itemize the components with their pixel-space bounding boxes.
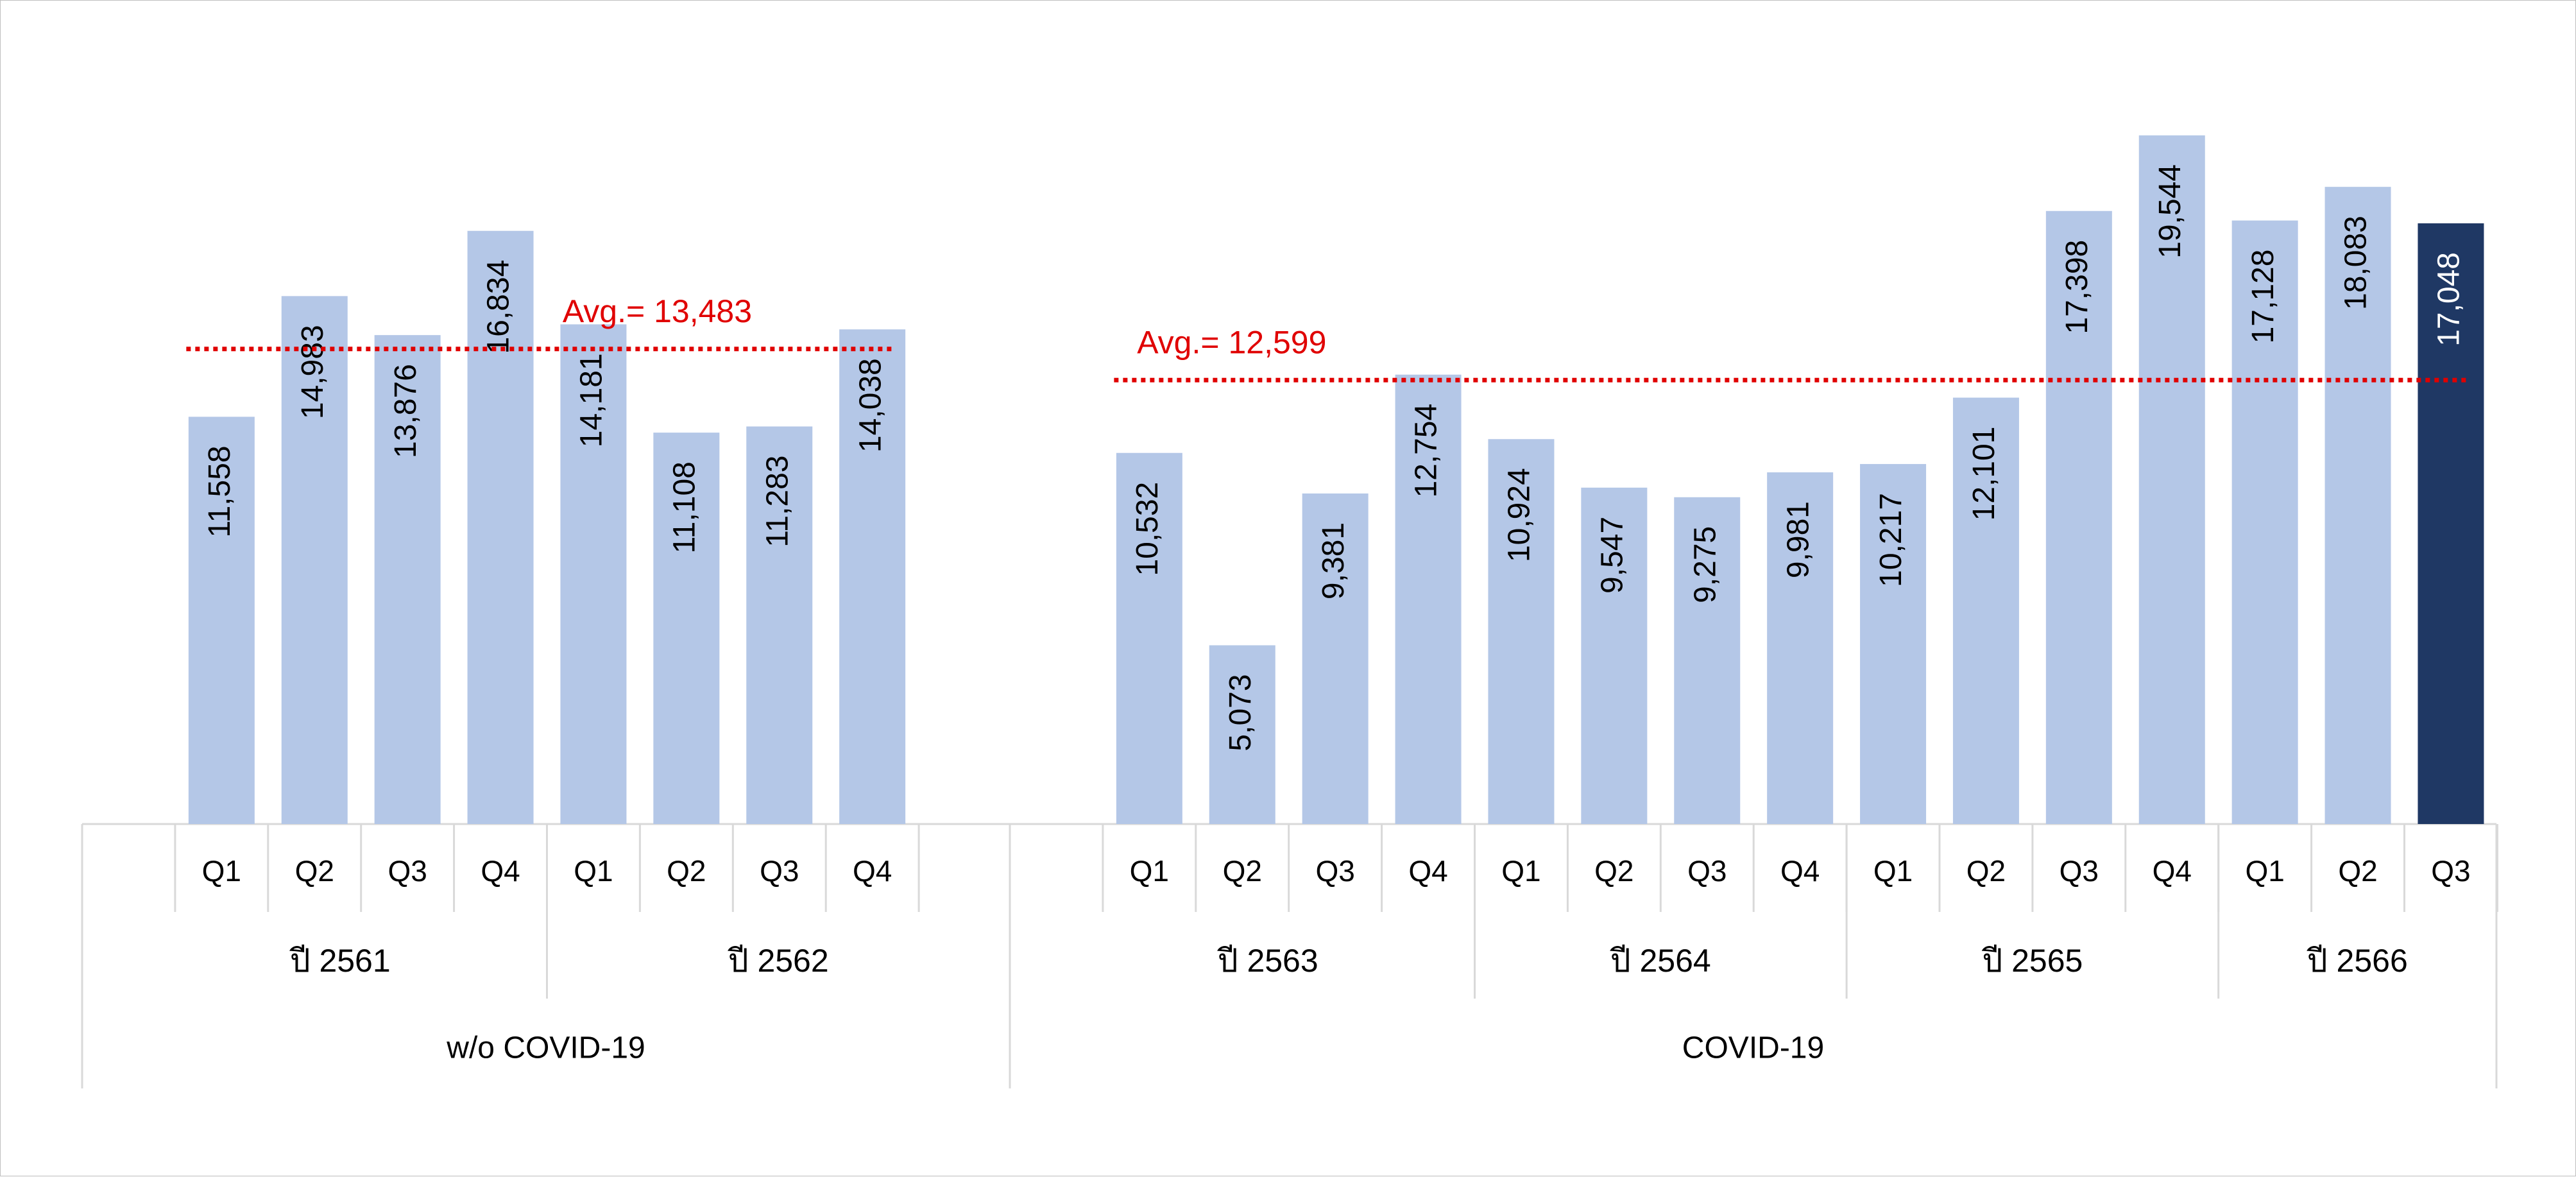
quarter-label: Q4 xyxy=(2153,854,2192,888)
data-label: 14,181 xyxy=(575,353,609,447)
data-label: 9,981 xyxy=(1781,501,1815,578)
data-label: 17,398 xyxy=(2060,240,2094,334)
quarter-label: Q1 xyxy=(202,854,241,888)
data-label: 17,128 xyxy=(2246,250,2280,344)
group-label: COVID-19 xyxy=(1682,1031,1824,1065)
bar xyxy=(560,324,627,824)
data-label: 10,532 xyxy=(1130,482,1164,576)
bar xyxy=(1302,493,1369,824)
quarter-label: Q2 xyxy=(1223,854,1262,888)
bar xyxy=(1674,497,1741,824)
bar xyxy=(839,329,906,824)
quarter-label: Q4 xyxy=(481,854,520,888)
bar xyxy=(1581,487,1648,824)
quarter-label: Q2 xyxy=(1966,854,2006,888)
bar xyxy=(374,335,441,824)
data-label: 11,283 xyxy=(760,456,794,547)
bar xyxy=(2231,220,2298,824)
data-label: 11,558 xyxy=(203,445,237,537)
year-label: ปี 2566 xyxy=(2307,943,2408,979)
bar xyxy=(1395,374,1462,824)
quarter-label: Q1 xyxy=(1130,854,1169,888)
bar xyxy=(2418,223,2484,824)
quarter-label: Q2 xyxy=(2338,854,2377,888)
data-label: 16,834 xyxy=(482,260,516,354)
data-label: 18,083 xyxy=(2339,216,2373,310)
bar xyxy=(281,296,348,824)
bar xyxy=(1767,472,1834,824)
quarter-label: Q3 xyxy=(2060,854,2099,888)
average-label: Avg.= 12,599 xyxy=(1137,324,1326,360)
year-label: ปี 2562 xyxy=(728,943,829,979)
quarter-label: Q1 xyxy=(574,854,613,888)
bar xyxy=(1209,645,1275,824)
quarter-label: Q1 xyxy=(1873,854,1913,888)
data-label: 5,073 xyxy=(1224,674,1258,751)
data-label: 14,038 xyxy=(853,358,887,452)
quarter-label: Q2 xyxy=(1594,854,1633,888)
year-label: ปี 2563 xyxy=(1217,943,1318,979)
bar xyxy=(188,417,255,824)
quarter-label: Q4 xyxy=(1408,854,1447,888)
bar xyxy=(2324,187,2391,824)
data-label: 19,544 xyxy=(2153,164,2187,259)
data-label: 12,101 xyxy=(1967,427,2001,521)
quarter-label: Q3 xyxy=(388,854,427,888)
group-label: w/o COVID-19 xyxy=(446,1031,645,1065)
quarter-label: Q1 xyxy=(1501,854,1540,888)
bar xyxy=(1952,397,2019,824)
quarter-label: Q1 xyxy=(2245,854,2284,888)
bar xyxy=(2045,210,2112,824)
quarter-label: Q3 xyxy=(760,854,799,888)
data-label: 13,876 xyxy=(389,364,423,458)
data-label: 10,217 xyxy=(1874,493,1908,587)
quarter-label: Q2 xyxy=(667,854,706,888)
year-label: ปี 2564 xyxy=(1610,943,1711,979)
average-label: Avg.= 13,483 xyxy=(563,293,752,329)
bar xyxy=(746,426,813,824)
data-label: 12,754 xyxy=(1410,404,1444,498)
year-label: ปี 2565 xyxy=(1981,943,2083,979)
quarter-label: Q4 xyxy=(853,854,892,888)
bar xyxy=(1860,464,1927,824)
quarter-label: Q3 xyxy=(1687,854,1727,888)
quarter-label: Q2 xyxy=(295,854,334,888)
quarter-label: Q4 xyxy=(1780,854,1820,888)
data-label: 9,547 xyxy=(1596,517,1630,594)
data-label: 10,924 xyxy=(1503,468,1537,562)
year-label: ปี 2561 xyxy=(289,943,391,979)
data-label: 9,275 xyxy=(1688,526,1722,603)
data-label: 14,983 xyxy=(296,325,330,419)
data-label: 17,048 xyxy=(2432,252,2466,347)
data-label: 9,381 xyxy=(1317,522,1351,599)
bar xyxy=(2138,135,2205,825)
bar xyxy=(653,433,720,824)
quarter-label: Q3 xyxy=(1315,854,1354,888)
bar xyxy=(1116,452,1182,824)
quarter-label: Q3 xyxy=(2431,854,2470,888)
bar xyxy=(1488,439,1555,824)
bar xyxy=(467,230,534,824)
data-label: 11,108 xyxy=(668,461,702,553)
